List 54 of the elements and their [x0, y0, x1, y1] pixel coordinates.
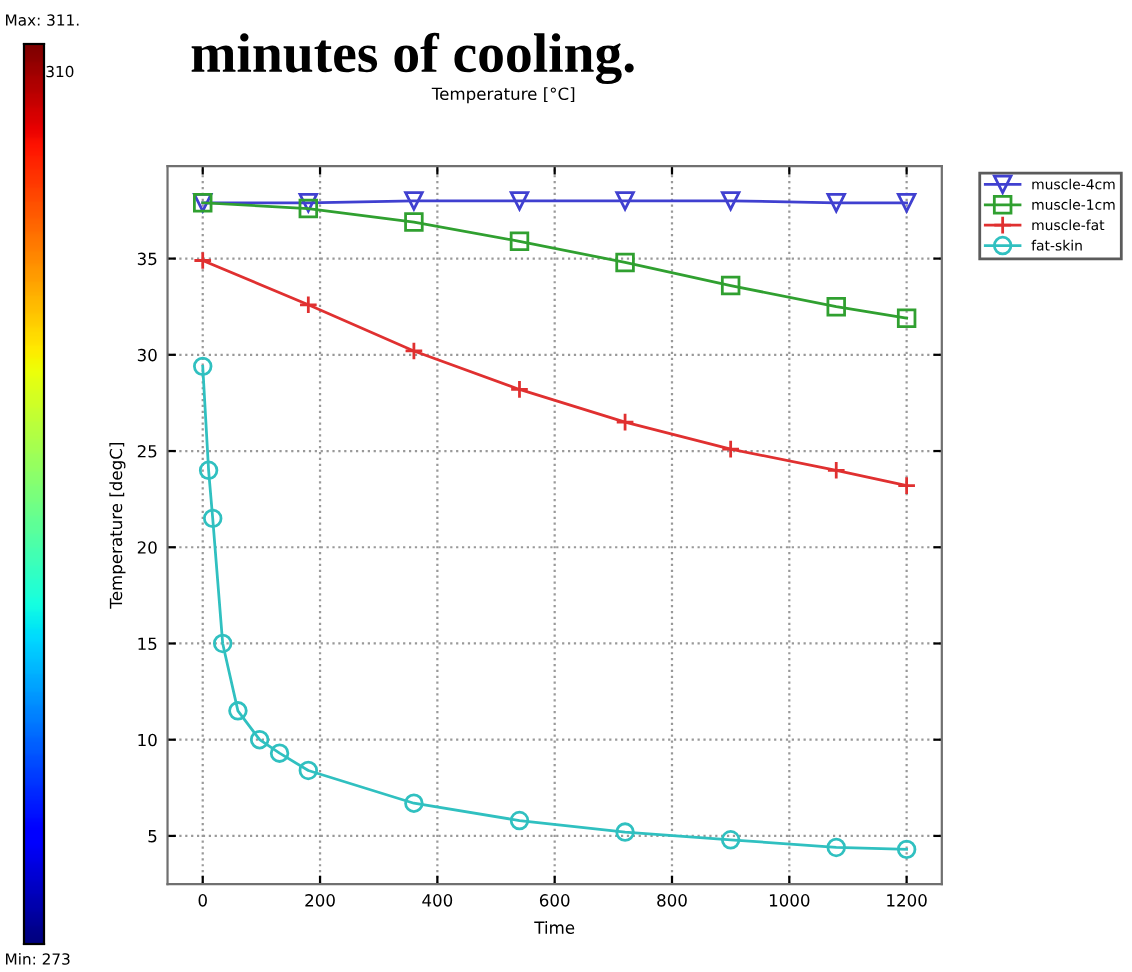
chart-subtitle: Temperature [°C]: [431, 87, 575, 104]
point: [896, 193, 917, 213]
x-tick-label: 1000: [769, 894, 810, 907]
y-tick-label: 35: [137, 252, 157, 266]
y-tick-label: 10: [138, 733, 157, 747]
point: [720, 439, 741, 459]
point: [615, 191, 635, 211]
point: [615, 822, 635, 842]
point: [228, 701, 248, 721]
x-tick-label: 400: [422, 894, 453, 907]
x-tick-label: 1200: [887, 894, 927, 907]
point: [298, 760, 319, 781]
x-tick-label: 800: [657, 894, 687, 907]
y-tick-label: 30: [137, 348, 157, 362]
point: [404, 341, 424, 361]
point: [509, 191, 530, 211]
y-tick-label: 20: [137, 541, 157, 554]
point: [615, 252, 635, 273]
point: [249, 729, 270, 750]
x-tick-label: 600: [539, 894, 570, 907]
point: [826, 193, 846, 213]
y-axis-title: Temperature [degC]: [109, 443, 126, 609]
point: [720, 275, 741, 296]
point: [193, 356, 213, 377]
point: [615, 412, 635, 432]
point: [720, 830, 741, 850]
y-tick-label: 15: [138, 637, 157, 651]
point: [269, 743, 290, 763]
point: [826, 837, 846, 858]
point: [896, 475, 917, 496]
y-tick-label: 25: [137, 444, 157, 458]
x-tick-label: 200: [305, 894, 335, 907]
point: [509, 379, 530, 400]
point: [896, 308, 917, 328]
point: [193, 250, 213, 271]
point: [212, 633, 233, 654]
y-tick-label: 5: [148, 830, 157, 843]
point: [509, 231, 530, 251]
point: [202, 508, 223, 529]
point: [404, 212, 424, 232]
point: [298, 295, 319, 315]
point: [404, 793, 424, 813]
point: [509, 810, 530, 831]
point: [404, 191, 424, 211]
x-axis-title: Time: [534, 921, 575, 934]
point: [896, 839, 917, 860]
x-tick-label: 0: [198, 894, 207, 907]
chart-title: minutes of cooling.: [191, 32, 634, 85]
point: [198, 460, 219, 480]
point: [826, 296, 846, 317]
point: [720, 191, 741, 211]
point: [826, 460, 846, 480]
point: [298, 193, 319, 213]
point: [298, 198, 319, 219]
